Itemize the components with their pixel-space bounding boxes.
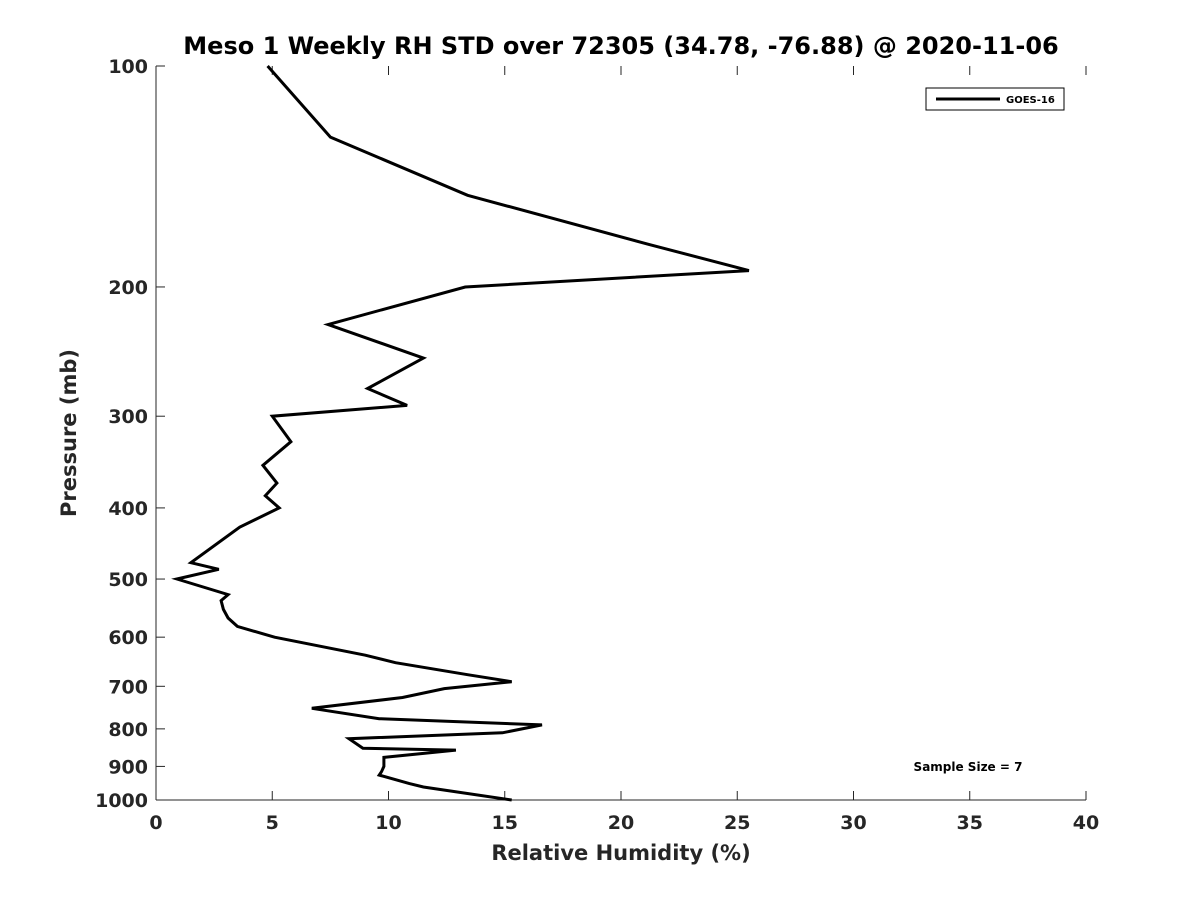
series-line-goes-16 xyxy=(171,65,750,802)
y-tick-label: 100 xyxy=(108,56,148,78)
y-axis-label: Pressure (mb) xyxy=(57,349,81,517)
plot-background xyxy=(156,66,1086,800)
x-ticks: 0 5 10 15 20 25 30 35 40 xyxy=(149,66,1099,834)
legend: GOES-16 xyxy=(925,87,1065,111)
x-tick-label: 35 xyxy=(957,812,983,834)
y-tick-label: 700 xyxy=(108,676,148,698)
x-tick-label: 30 xyxy=(840,812,866,834)
series-layer xyxy=(171,65,750,802)
y-tick-label: 800 xyxy=(108,719,148,741)
y-ticks: 100 200 300 400 500 600 700 800 900 1000 xyxy=(95,56,165,812)
x-tick-label: 5 xyxy=(266,812,279,834)
y-tick-label: 200 xyxy=(108,277,148,299)
y-tick-label: 500 xyxy=(108,569,148,591)
chart-title: Meso 1 Weekly RH STD over 72305 (34.78, … xyxy=(183,32,1058,60)
y-tick-label: 1000 xyxy=(95,790,148,812)
y-tick-label: 600 xyxy=(108,627,148,649)
sample-size-annotation: Sample Size = 7 xyxy=(914,760,1023,774)
x-axis-label: Relative Humidity (%) xyxy=(491,841,750,865)
plot-area: 0 5 10 15 20 25 30 35 40 100 200 300 400 500 600 700 80… xyxy=(95,56,1099,834)
y-tick-label: 900 xyxy=(108,756,148,778)
x-tick-label: 20 xyxy=(608,812,634,834)
legend-label-goes-16: GOES-16 xyxy=(1006,95,1055,106)
x-tick-label: 25 xyxy=(724,812,750,834)
x-tick-label: 0 xyxy=(149,812,162,834)
x-tick-label: 15 xyxy=(492,812,518,834)
y-tick-label: 400 xyxy=(108,498,148,520)
x-tick-label: 10 xyxy=(375,812,401,834)
y-tick-label: 300 xyxy=(108,406,148,428)
x-tick-label: 40 xyxy=(1073,812,1099,834)
